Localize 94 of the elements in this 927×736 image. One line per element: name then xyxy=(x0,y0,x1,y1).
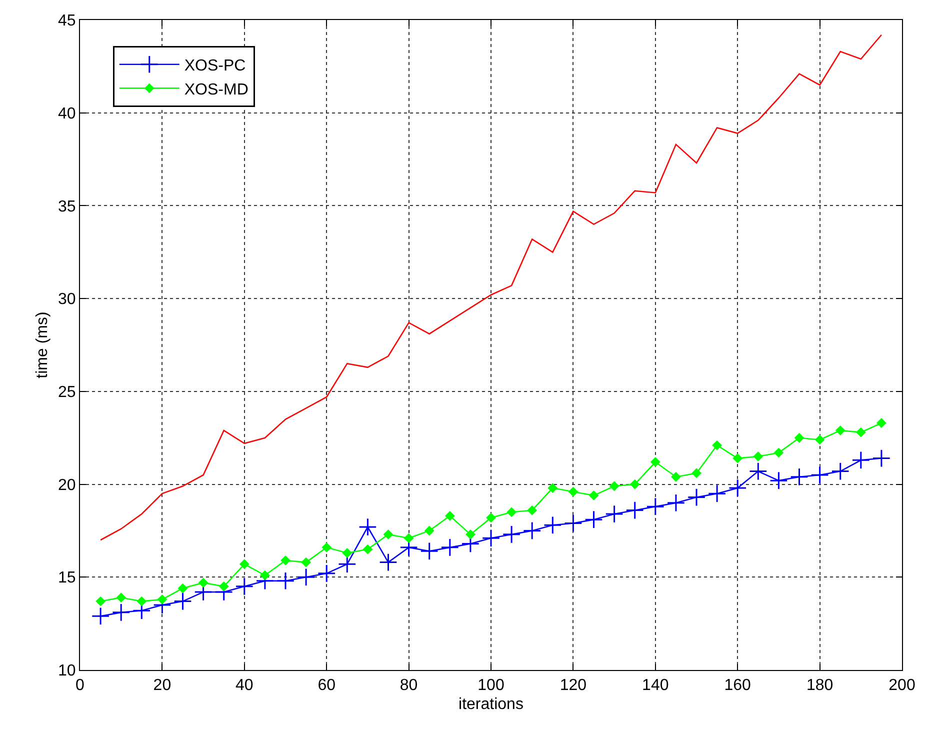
point xyxy=(112,603,130,622)
point xyxy=(116,592,126,602)
point xyxy=(815,435,824,444)
point xyxy=(708,484,726,503)
point xyxy=(384,530,393,540)
point xyxy=(296,568,316,586)
x-axis-title: iterations xyxy=(458,696,524,713)
legend-label: XOS-MD xyxy=(184,81,248,98)
point xyxy=(687,488,706,506)
y-tick-label: 15 xyxy=(58,570,76,587)
point xyxy=(276,572,295,590)
point xyxy=(440,538,460,557)
point xyxy=(605,504,624,524)
y-tick-label: 45 xyxy=(58,12,76,30)
point xyxy=(548,483,558,493)
y-tick-label: 25 xyxy=(58,384,76,402)
x-tick-label: 40 xyxy=(236,677,254,694)
point xyxy=(876,418,886,428)
point xyxy=(280,556,290,566)
point xyxy=(544,516,562,534)
legend-label: XOS-PC xyxy=(184,58,246,75)
point xyxy=(379,553,398,572)
y-tick-label: 35 xyxy=(58,198,76,216)
point xyxy=(178,584,188,593)
point xyxy=(158,594,167,604)
point xyxy=(219,582,228,592)
point xyxy=(650,457,660,467)
point xyxy=(852,450,870,470)
point xyxy=(770,471,788,490)
point xyxy=(301,558,311,567)
x-tick-label: 180 xyxy=(806,677,834,694)
point xyxy=(482,528,500,548)
point xyxy=(96,596,106,606)
point xyxy=(856,428,866,437)
point xyxy=(831,462,850,480)
point xyxy=(568,487,578,496)
point xyxy=(732,454,742,463)
point xyxy=(363,544,372,554)
x-tick-label: 160 xyxy=(724,677,752,694)
point xyxy=(671,472,681,482)
point xyxy=(174,592,192,610)
point xyxy=(466,530,476,540)
point xyxy=(666,494,686,512)
point xyxy=(137,596,146,606)
x-tick-label: 60 xyxy=(318,677,336,694)
point xyxy=(630,480,640,489)
point xyxy=(610,481,619,491)
x-tick-label: 0 xyxy=(76,677,85,694)
point xyxy=(445,511,455,521)
point xyxy=(404,533,414,543)
point xyxy=(502,525,521,544)
x-tick-label: 20 xyxy=(153,677,172,694)
point xyxy=(420,542,438,560)
point xyxy=(584,510,603,529)
point xyxy=(626,501,644,520)
point xyxy=(198,578,208,588)
y-tick-label: 20 xyxy=(58,476,76,494)
point xyxy=(712,440,722,450)
point xyxy=(486,513,496,522)
point xyxy=(774,448,784,458)
point xyxy=(692,468,702,478)
point xyxy=(527,506,537,515)
point xyxy=(358,518,377,536)
point xyxy=(728,478,747,498)
x-tick-label: 140 xyxy=(642,677,669,694)
y-tick-label: 40 xyxy=(58,105,76,122)
point xyxy=(424,526,434,536)
point xyxy=(794,433,804,443)
point xyxy=(564,514,582,532)
point xyxy=(749,462,768,480)
point xyxy=(260,570,270,580)
x-tick-label: 80 xyxy=(400,677,418,694)
point xyxy=(506,507,516,517)
point xyxy=(646,497,665,516)
point xyxy=(317,564,336,583)
point xyxy=(872,449,891,468)
point xyxy=(790,468,808,486)
point xyxy=(342,548,352,558)
point xyxy=(235,577,254,596)
x-tick-label: 100 xyxy=(478,677,504,694)
y-tick-label: 10 xyxy=(58,662,76,680)
point xyxy=(754,452,763,462)
x-tick-label: 200 xyxy=(888,677,916,694)
point xyxy=(836,426,845,436)
line-series xyxy=(100,34,882,541)
point xyxy=(810,466,829,484)
y-tick-label: 30 xyxy=(58,291,76,308)
y-axis-title: time (ms) xyxy=(34,312,51,378)
point xyxy=(322,542,332,552)
point xyxy=(240,559,250,569)
x-tick-label: 120 xyxy=(560,677,587,694)
point xyxy=(589,490,598,500)
point xyxy=(522,522,542,540)
point xyxy=(91,606,110,626)
